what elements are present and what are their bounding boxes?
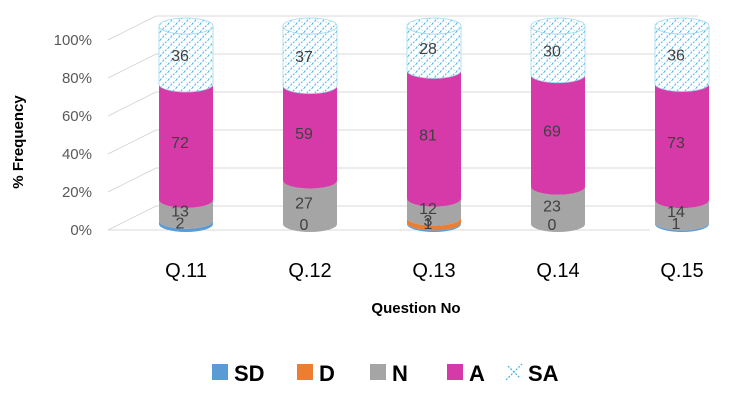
legend-label: D <box>319 361 335 386</box>
x-category-label: Q.14 <box>536 260 579 282</box>
bar-segment-a <box>531 74 585 195</box>
bar-segment-d <box>407 217 461 231</box>
bar-top-cap <box>406 17 462 35</box>
data-label: 69 <box>543 124 561 141</box>
y-axis-ticks: 0% 20% 40% 60% 80% 100% <box>54 32 92 239</box>
bar-segment-a <box>655 83 709 209</box>
legend: SD D N A SA <box>212 361 559 386</box>
legend-label: N <box>392 361 408 386</box>
bar-segment-n <box>283 180 337 232</box>
x-axis-title: Question No <box>371 300 460 317</box>
data-label: 72 <box>171 135 189 152</box>
data-label: 73 <box>667 135 685 152</box>
bar-top-cap <box>158 17 214 35</box>
bar-segment-a <box>159 83 213 208</box>
x-category-label: Q.13 <box>412 260 455 282</box>
gridline <box>107 205 698 231</box>
bar-top-cap <box>282 17 338 35</box>
gridline <box>107 91 698 117</box>
legend-swatch-d <box>297 364 313 380</box>
bar-segment-sd <box>407 222 461 232</box>
bar-top-cap <box>654 17 710 35</box>
gridline <box>107 15 698 41</box>
data-label: 23 <box>543 198 561 215</box>
y-tick-label: 0% <box>70 222 92 239</box>
legend-label: SA <box>528 361 559 386</box>
data-label: 0 <box>300 217 309 234</box>
legend-swatch-n <box>370 364 386 380</box>
data-label: 30 <box>543 43 561 60</box>
data-label: 2 <box>176 215 185 232</box>
data-label: 28 <box>419 41 437 58</box>
data-label: 1 <box>672 216 681 233</box>
bar-segment-a <box>283 85 337 189</box>
y-tick-label: 80% <box>62 70 92 87</box>
bar-group <box>158 17 710 232</box>
y-axis-title: % Frequency <box>10 95 27 189</box>
y-tick-label: 100% <box>54 32 92 49</box>
bar-segment-sd <box>655 222 709 232</box>
data-label: 59 <box>295 126 313 143</box>
bar-segment-n <box>655 200 709 231</box>
legend-swatch-a <box>447 364 463 380</box>
x-axis-categories: Q.11 Q.12 Q.13 Q.14 Q.15 <box>165 260 704 282</box>
legend-swatch-sa <box>505 363 523 381</box>
data-label: 36 <box>667 48 685 65</box>
bar-segment-sd <box>159 220 213 232</box>
data-label: 14 <box>667 204 685 221</box>
legend-label: SD <box>234 361 265 386</box>
x-category-label: Q.12 <box>288 260 331 282</box>
legend-label: A <box>469 361 485 386</box>
data-label: 27 <box>295 195 313 212</box>
gridline <box>107 167 698 193</box>
data-label: 3 <box>424 213 433 230</box>
gridline <box>107 129 698 155</box>
bar-segment-n <box>159 199 213 229</box>
data-label: 37 <box>295 49 313 66</box>
y-tick-label: 40% <box>62 146 92 163</box>
bar-top-cap <box>530 17 586 35</box>
legend-swatch-sd <box>212 364 228 380</box>
y-tick-label: 20% <box>62 184 92 201</box>
data-label: 0 <box>548 217 557 234</box>
x-category-label: Q.11 <box>165 260 207 282</box>
bar-segment-a <box>407 70 461 207</box>
x-category-label: Q.15 <box>660 260 703 282</box>
data-label: 81 <box>419 128 437 145</box>
data-label: 12 <box>419 201 437 218</box>
y-tick-label: 60% <box>62 108 92 125</box>
data-label: 36 <box>171 48 189 65</box>
data-label: 1 <box>424 216 433 233</box>
gridline <box>107 53 698 79</box>
data-label: 13 <box>171 203 189 220</box>
bar-segment-n <box>407 198 461 226</box>
bar-segment-n <box>531 186 585 232</box>
